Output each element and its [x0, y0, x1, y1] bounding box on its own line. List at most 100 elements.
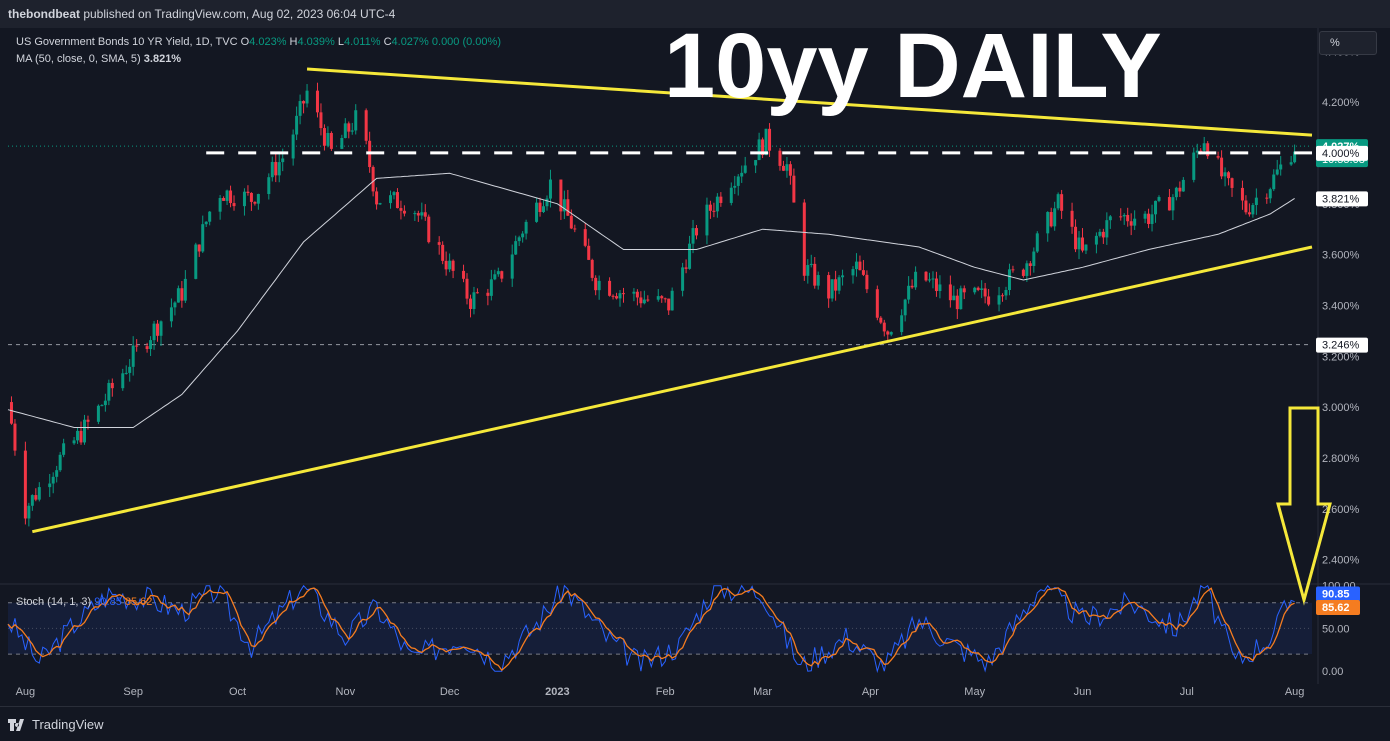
- candle-body: [889, 332, 893, 335]
- candle-body: [1007, 269, 1011, 291]
- candle-body: [535, 202, 539, 222]
- price-chart[interactable]: 4.400%4.200%4.000%3.800%3.600%3.400%3.20…: [0, 28, 1390, 706]
- candle-body: [1289, 162, 1293, 165]
- change-value: 0.000 (0.00%): [431, 36, 501, 48]
- down-arrow-annotation[interactable]: [1276, 406, 1332, 606]
- candle-body: [173, 302, 177, 308]
- candle-body: [347, 123, 351, 132]
- candle-body: [472, 292, 476, 309]
- candle-body: [635, 291, 639, 298]
- candle-body: [340, 138, 344, 149]
- candle-body: [1070, 210, 1074, 227]
- candle-body: [611, 295, 615, 297]
- ma-label: MA (50, close, 0, SMA, 5): [16, 53, 141, 65]
- candle-body: [959, 288, 963, 310]
- candle-body: [597, 280, 601, 291]
- candle-body: [837, 277, 841, 291]
- candle-body: [326, 132, 330, 146]
- candle-body: [792, 175, 796, 203]
- candle-body: [135, 345, 139, 347]
- candle-body: [364, 110, 368, 141]
- candle-body: [30, 495, 34, 506]
- lower-trendline[interactable]: [32, 245, 1313, 534]
- candle-body: [322, 128, 326, 146]
- x-tick-label: Sep: [123, 686, 143, 698]
- candle-body: [256, 194, 260, 204]
- candle-body: [462, 270, 466, 279]
- x-tick-label: Apr: [862, 686, 879, 698]
- candle-body: [754, 160, 758, 166]
- overlay-title: 10yy DAILY: [664, 15, 1162, 117]
- candle-body: [86, 419, 90, 422]
- candle-body: [681, 267, 685, 291]
- candle-body: [79, 430, 83, 443]
- candle-body: [156, 323, 160, 336]
- candle-body: [395, 192, 399, 209]
- candle-body: [667, 298, 671, 311]
- candle-body: [159, 321, 163, 336]
- candle-body: [1032, 251, 1036, 266]
- candle-body: [938, 284, 942, 291]
- candle-body: [27, 505, 31, 519]
- candle-body: [952, 295, 956, 301]
- candle-body: [295, 115, 299, 135]
- candle-body: [882, 322, 886, 332]
- price-tag-label: 3.821%: [1322, 193, 1360, 205]
- candle-body: [1220, 157, 1224, 177]
- candle-body: [809, 263, 813, 266]
- y-tick-label: 3.400%: [1322, 300, 1360, 312]
- percent-scale-button[interactable]: %: [1319, 31, 1377, 55]
- stoch-d-value: 85.62: [124, 596, 153, 608]
- candle-body: [277, 162, 281, 176]
- candle-body: [319, 112, 323, 129]
- candle-body: [802, 202, 806, 276]
- y-tick-label: 2.600%: [1322, 504, 1360, 516]
- candle-body: [315, 90, 319, 113]
- candle-body: [34, 495, 38, 500]
- candle-body: [1035, 233, 1039, 252]
- candle-body: [788, 164, 792, 176]
- candle-body: [103, 400, 107, 406]
- x-tick-label: Aug: [1285, 686, 1305, 698]
- candle-body: [691, 228, 695, 244]
- tradingview-logo[interactable]: TradingView: [8, 717, 104, 732]
- candle-body: [1119, 216, 1123, 218]
- candle-body: [1011, 269, 1015, 271]
- candle-body: [615, 296, 619, 299]
- stoch-label: Stoch (14, 1, 3): [16, 596, 92, 608]
- brand-name: TradingView: [32, 717, 104, 732]
- candle-body: [1199, 150, 1203, 152]
- candle-body: [423, 212, 427, 217]
- candle-body: [389, 195, 393, 204]
- candle-body: [816, 275, 820, 286]
- candle-body: [392, 192, 396, 196]
- stoch-value-tag-label: 90.85: [1322, 589, 1350, 601]
- candle-body: [500, 271, 504, 279]
- close-label: C: [383, 36, 392, 48]
- candle-body: [1077, 237, 1081, 250]
- candle-body: [281, 158, 285, 163]
- candle-body: [670, 290, 674, 311]
- ma-value: 3.821%: [143, 53, 182, 65]
- chart-panel[interactable]: [0, 28, 1390, 706]
- candle-body: [830, 279, 834, 299]
- candle-body: [201, 224, 205, 252]
- candle-body: [587, 245, 591, 260]
- candle-body: [242, 191, 246, 207]
- candle-body: [1025, 263, 1029, 276]
- upper-trendline[interactable]: [306, 67, 1313, 137]
- price-tag: [1316, 145, 1368, 161]
- candle-body: [663, 298, 667, 300]
- candle-body: [813, 263, 817, 286]
- candle-body: [632, 291, 636, 294]
- candle-body: [1133, 218, 1137, 226]
- candle-body: [914, 271, 918, 288]
- candle-body: [197, 244, 201, 252]
- candle-body: [715, 196, 719, 212]
- candle-body: [1094, 235, 1098, 245]
- candle-body: [841, 275, 845, 278]
- candle-body: [973, 287, 977, 293]
- publish-bar: thebondbeat published on TradingView.com…: [0, 0, 1390, 28]
- y-tick-label: 4.200%: [1322, 97, 1360, 109]
- stoch-y-tick-label: 0.00: [1322, 666, 1343, 678]
